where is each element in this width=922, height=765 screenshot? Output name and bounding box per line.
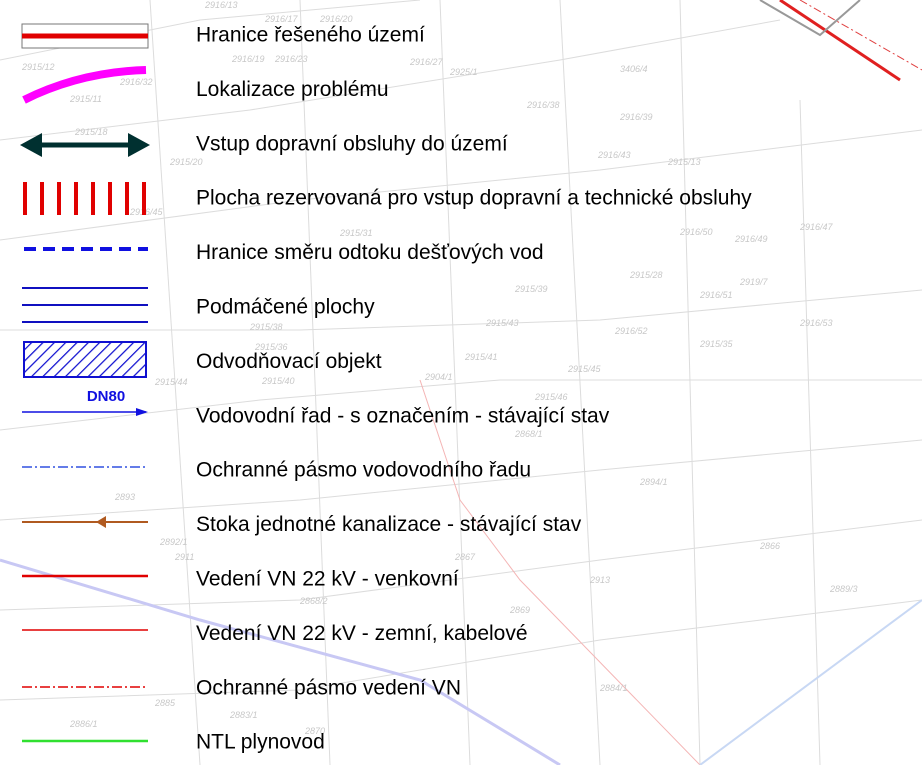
symbol-wetland (22, 287, 148, 323)
parcel-number: 2870 (304, 726, 325, 736)
legend-label: Vodovodní řad - s označením - stávající … (196, 404, 610, 427)
parcel-number: 2869 (509, 605, 530, 615)
parcel-number: 2883/1 (229, 710, 258, 720)
parcel-number: 2913 (589, 575, 610, 585)
legend-label: Ochranné pásmo vedení VN (196, 676, 461, 699)
symbol-drainage (23, 341, 147, 378)
parcel-number: 2919/7 (739, 277, 769, 287)
parcel-number: 2915/18 (74, 127, 108, 137)
parcel-number: 2916/19 (231, 54, 265, 64)
parcel-number: 2904/1 (424, 372, 453, 382)
parcel-number: 2916/20 (319, 14, 353, 24)
legend-label: Hranice směru odtoku dešťových vod (196, 241, 544, 264)
parcel-number: 2916/32 (119, 77, 153, 87)
parcel-number: 2916/53 (799, 318, 833, 328)
parcel-number: 2916/52 (614, 326, 648, 336)
symbol-problem (22, 66, 147, 104)
parcel-number: 2916/50 (679, 227, 713, 237)
symbol-reserved (23, 182, 146, 215)
symbol-water-main (22, 408, 148, 416)
symbol-access (20, 133, 150, 157)
parcel-number: 2915/45 (567, 364, 602, 374)
parcel-number: 2916/27 (409, 57, 444, 67)
legend-label: NTL plynovod (196, 731, 325, 754)
legend-label: Plocha rezervovaná pro vstup dopravní a … (196, 187, 752, 210)
parcel-number: 2884/1 (599, 683, 628, 693)
parcel-number: 2916/38 (526, 100, 560, 110)
parcel-number: 2916/49 (734, 234, 768, 244)
parcel-number: 2915/46 (534, 392, 568, 402)
parcel-number: 2889/3 (829, 584, 858, 594)
parcel-number: 2915/38 (249, 322, 283, 332)
symbols: DN80 (20, 23, 150, 743)
parcel-number: 2916/43 (597, 150, 631, 160)
parcel-number: 2916/45 (129, 207, 164, 217)
parcel-number: 2886/1 (69, 719, 98, 729)
parcel-number: 2915/12 (21, 62, 55, 72)
parcel-number: 2915/41 (464, 352, 498, 362)
legend-label: Podmáčené plochy (196, 296, 375, 319)
legend-label: Odvodňovací objekt (196, 350, 382, 373)
parcel-number: 2911 (174, 552, 194, 562)
parcel-number: 2915/31 (339, 228, 373, 238)
parcel-number: 2915/13 (667, 157, 701, 167)
legend-label: Stoka jednotné kanalizace - stávající st… (196, 513, 582, 536)
legend-label: Ochranné pásmo vodovodního řadu (196, 459, 531, 482)
parcel-number: 2915/11 (69, 94, 102, 104)
parcel-number: 2915/39 (514, 284, 548, 294)
legend-label: Lokalizace problému (196, 78, 389, 101)
parcel-number: 2915/20 (169, 157, 203, 167)
parcel-number: 2892/1 (159, 537, 188, 547)
symbol-sewer (22, 516, 148, 528)
parcel-number: 2915/40 (261, 376, 295, 386)
legend-label: Vedení VN 22 kV - zemní, kabelové (196, 622, 528, 645)
parcel-number: 2915/44 (154, 377, 188, 387)
parcel-number: 2868/1 (514, 429, 543, 439)
parcel-number: 2916/17 (264, 14, 299, 24)
parcel-number: 2894/1 (639, 477, 668, 487)
legend-label: Vedení VN 22 kV - venkovní (196, 568, 459, 591)
parcel-number: 2867 (454, 552, 476, 562)
parcel-number: 2868/2 (299, 596, 328, 606)
parcel-number: 2915/35 (699, 339, 734, 349)
parcel-number: 2916/23 (274, 54, 308, 64)
legend-label: Vstup dopravní obsluhy do území (196, 132, 508, 155)
parcel-labels: 2916/13 2916/17 2916/20 2916/19 2916/23 2916/… (21, 0, 858, 736)
legend-label: Hranice řešeného území (196, 24, 425, 47)
legend-labels: Hranice řešeného území Lokalizace problém… (196, 24, 752, 754)
parcel-number: 2866 (759, 541, 780, 551)
parcel-number: 2916/47 (799, 222, 834, 232)
parcel-number: 3406/4 (620, 64, 648, 74)
parcel-number: 2916/51 (699, 290, 733, 300)
parcel-number: 2915/28 (629, 270, 663, 280)
pipe-tag: DN80 (87, 388, 125, 405)
parcel-number: 2915/43 (485, 318, 519, 328)
parcel-number: 2893 (114, 492, 135, 502)
parcel-number: 2916/39 (619, 112, 653, 122)
parcel-number: 2915/36 (254, 342, 288, 352)
parcel-number: 2916/13 (204, 0, 238, 10)
parcel-number: 2885 (154, 698, 176, 708)
parcel-number: 2925/1 (449, 67, 478, 77)
